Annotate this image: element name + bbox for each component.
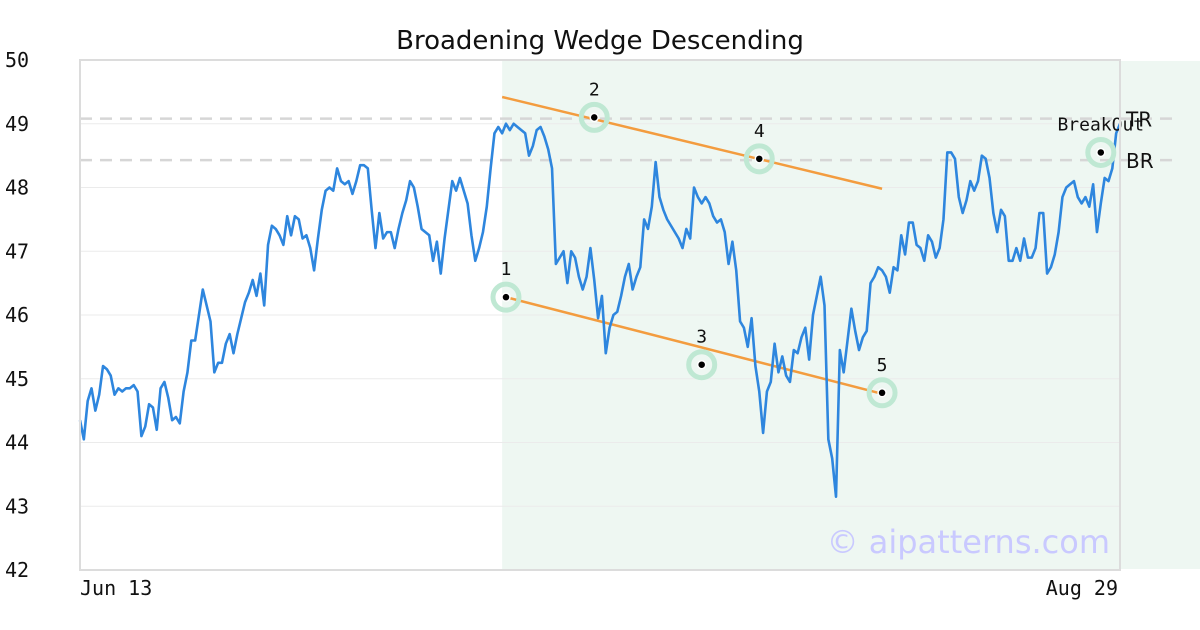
price-levels: TR BR	[80, 108, 1180, 173]
point-ring-2	[578, 101, 610, 133]
trendline-upper	[501, 95, 883, 190]
point-marker-5	[877, 388, 887, 398]
point-ring-breakout	[1085, 136, 1117, 168]
level-label-tr: TR	[1125, 108, 1152, 132]
y-tick-label: 50	[5, 48, 29, 72]
y-tick-label: 49	[5, 112, 29, 136]
y-tick-label: 46	[5, 303, 29, 327]
y-tick-label: 44	[5, 431, 29, 455]
point-ring-4	[743, 143, 775, 175]
point-label-2: 2	[589, 79, 600, 100]
grid-lines	[80, 59, 1120, 571]
point-label-1: 1	[501, 259, 512, 280]
y-axis: 42 43 44 45 46 47 48 49 50	[5, 48, 29, 582]
point-label-breakout: BreakOut	[1057, 114, 1144, 135]
trendlines	[501, 95, 883, 394]
chart-title: Broadening Wedge Descending	[396, 26, 804, 56]
point-marker-breakout	[1096, 147, 1106, 158]
point-marker-2	[589, 112, 599, 123]
watermark: © aipatterns.com	[827, 523, 1110, 561]
price-line	[78, 122, 1122, 498]
point-label-4: 4	[754, 121, 765, 142]
level-label-br: BR	[1126, 149, 1154, 173]
point-marker-4	[754, 154, 765, 164]
x-tick-end: Aug 29	[1046, 576, 1118, 600]
y-tick-label: 45	[5, 367, 29, 391]
point-label-3: 3	[696, 327, 707, 348]
trendline-lower	[505, 295, 879, 394]
y-tick-label: 48	[5, 176, 29, 200]
point-ring-5	[866, 377, 898, 409]
point-label-5: 5	[877, 355, 888, 376]
point-marker-1	[501, 292, 511, 302]
plot-frame	[79, 59, 1121, 571]
point-ring-3	[686, 349, 718, 381]
y-tick-label: 42	[5, 558, 29, 582]
point-ring-1	[490, 281, 522, 313]
y-tick-label: 43	[5, 494, 29, 518]
pattern-points: 12345BreakOutSuccess	[490, 79, 1144, 409]
x-tick-start: Jun 13	[80, 576, 152, 600]
y-tick-label: 47	[5, 239, 29, 263]
point-marker-3	[696, 359, 707, 370]
